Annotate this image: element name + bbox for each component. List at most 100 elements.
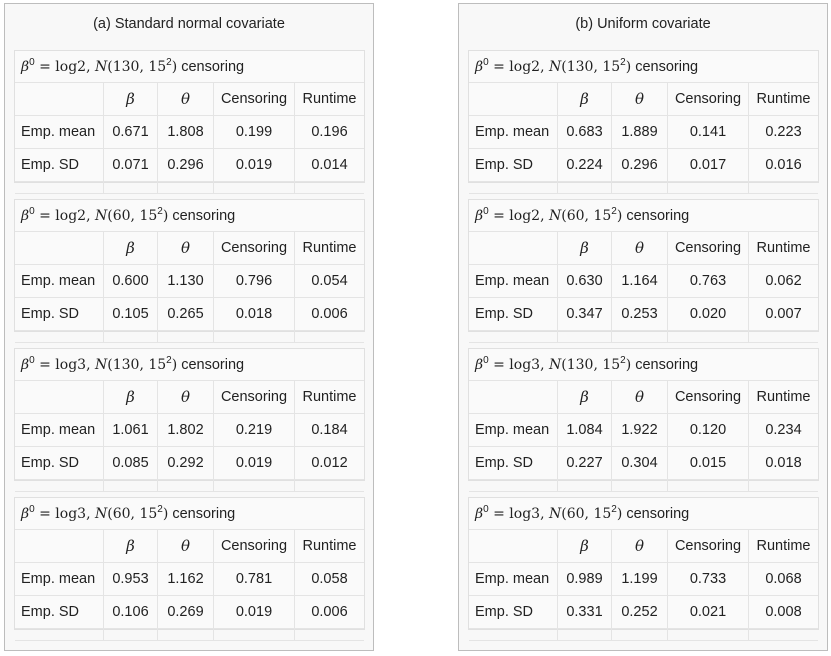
panel-title: (a) Standard normal covariate xyxy=(93,16,285,32)
comma: , xyxy=(130,505,140,522)
panel-standard-normal: (a) Standard normal covariate β0 = log2,… xyxy=(4,3,374,651)
censoring-word: censoring xyxy=(631,58,699,75)
table-cell: 0.054 xyxy=(295,265,364,298)
spacer-cell xyxy=(749,331,818,343)
corner-cell xyxy=(15,83,104,116)
table-cell: 0.018 xyxy=(749,447,818,480)
panel-uniform: (b) Uniform covariate β0 = log2, N(130, … xyxy=(458,3,828,651)
paren-open: ( xyxy=(561,505,567,522)
spacer-cell xyxy=(558,182,612,194)
table-cell: 0.733 xyxy=(668,563,749,596)
results-table: β0 = log3, N(60, 152) censoring β θ Censori… xyxy=(14,497,365,641)
table-cell: 0.763 xyxy=(668,265,749,298)
results-table: β0 = log2, N(130, 152) censoring β θ Censor… xyxy=(14,50,365,194)
column-header: θ xyxy=(612,232,668,265)
table-cell: 1.889 xyxy=(612,116,668,149)
normal-symbol: N xyxy=(94,356,108,373)
column-header: β xyxy=(104,381,158,414)
comma: , xyxy=(86,505,95,522)
spacer-cell xyxy=(612,182,668,194)
table-cell: 0.019 xyxy=(214,447,295,480)
column-header: β xyxy=(558,232,612,265)
normal-symbol: N xyxy=(94,58,108,75)
equals-sign: = xyxy=(488,58,510,75)
table-cell: 1.922 xyxy=(612,414,668,447)
table-grid: β θ Censoring Runtime Emp. mean 0.683 1.889 0.1… xyxy=(469,83,818,194)
spacer-cell xyxy=(15,182,104,194)
table-cell: 0.018 xyxy=(214,298,295,331)
normal-symbol: N xyxy=(94,207,108,224)
table-cell: 0.008 xyxy=(749,596,818,629)
row-label: Emp. SD xyxy=(15,149,104,182)
results-table: β0 = log3, N(130, 152) censoring β θ Censor… xyxy=(468,348,819,492)
equals-sign: = xyxy=(34,58,56,75)
spacer-cell xyxy=(469,331,558,343)
comma: , xyxy=(584,207,594,224)
beta-superscript: 0 xyxy=(29,57,35,68)
paren-close: ) xyxy=(625,58,632,75)
paren-close: ) xyxy=(616,505,623,522)
table-cell: 0.796 xyxy=(214,265,295,298)
spacer-cell xyxy=(214,480,295,492)
normal-symbol: N xyxy=(548,58,562,75)
row-label: Emp. mean xyxy=(15,563,104,596)
paren-close: ) xyxy=(171,58,178,75)
paren-open: ( xyxy=(107,58,113,75)
censoring-sd: 15 xyxy=(602,58,621,75)
table-grid: β θ Censoring Runtime Emp. mean 0.630 1.164 0.7… xyxy=(469,232,818,343)
square-superscript: 2 xyxy=(166,57,172,68)
table-title: β0 = log2, N(130, 152) censoring xyxy=(15,51,364,83)
table-title: β0 = log3, N(130, 152) censoring xyxy=(469,349,818,381)
table-cell: 0.600 xyxy=(104,265,158,298)
comma: , xyxy=(130,207,140,224)
row-label: Emp. mean xyxy=(469,116,558,149)
censoring-mean: 130 xyxy=(112,356,140,373)
table-cell: 0.269 xyxy=(158,596,214,629)
spacer-cell xyxy=(469,629,558,641)
table-cell: 0.304 xyxy=(612,447,668,480)
spacer-cell xyxy=(558,480,612,492)
results-table: β0 = log2, N(130, 152) censoring β θ Censor… xyxy=(468,50,819,194)
table-cell: 0.630 xyxy=(558,265,612,298)
table-cell: 0.006 xyxy=(295,596,364,629)
column-header: β xyxy=(104,530,158,563)
panel-title: (b) Uniform covariate xyxy=(575,16,711,32)
equals-sign: = xyxy=(488,505,510,522)
table-cell: 0.019 xyxy=(214,596,295,629)
spacer-cell xyxy=(469,480,558,492)
table-cell: 0.058 xyxy=(295,563,364,596)
square-superscript: 2 xyxy=(611,206,617,217)
spacer-cell xyxy=(668,182,749,194)
censoring-sd: 15 xyxy=(139,505,158,522)
comma: , xyxy=(584,505,594,522)
paren-open: ( xyxy=(107,356,113,373)
table-cell: 1.808 xyxy=(158,116,214,149)
corner-cell xyxy=(15,530,104,563)
table-cell: 1.061 xyxy=(104,414,158,447)
square-superscript: 2 xyxy=(157,504,163,515)
paren-close: ) xyxy=(625,356,632,373)
table-cell: 1.802 xyxy=(158,414,214,447)
spacer-cell xyxy=(295,182,364,194)
paren-open: ( xyxy=(107,505,113,522)
column-header: θ xyxy=(158,381,214,414)
table-cell: 0.223 xyxy=(749,116,818,149)
table-cell: 0.199 xyxy=(214,116,295,149)
table-cell: 1.164 xyxy=(612,265,668,298)
spacer-cell xyxy=(15,480,104,492)
beta-value: log3 xyxy=(55,505,87,522)
equals-sign: = xyxy=(34,356,56,373)
row-label: Emp. mean xyxy=(15,414,104,447)
row-label: Emp. mean xyxy=(469,563,558,596)
table-cell: 0.020 xyxy=(668,298,749,331)
censoring-mean: 60 xyxy=(566,505,585,522)
normal-symbol: N xyxy=(548,207,562,224)
column-header: Runtime xyxy=(749,83,818,116)
table-grid: β θ Censoring Runtime Emp. mean 0.600 1.130 0.7… xyxy=(15,232,364,343)
square-superscript: 2 xyxy=(620,355,626,366)
table-cell: 0.085 xyxy=(104,447,158,480)
table-title: β0 = log2, N(60, 152) censoring xyxy=(469,200,818,232)
paren-open: ( xyxy=(561,207,567,224)
spacer-cell xyxy=(558,629,612,641)
row-label: Emp. SD xyxy=(469,447,558,480)
